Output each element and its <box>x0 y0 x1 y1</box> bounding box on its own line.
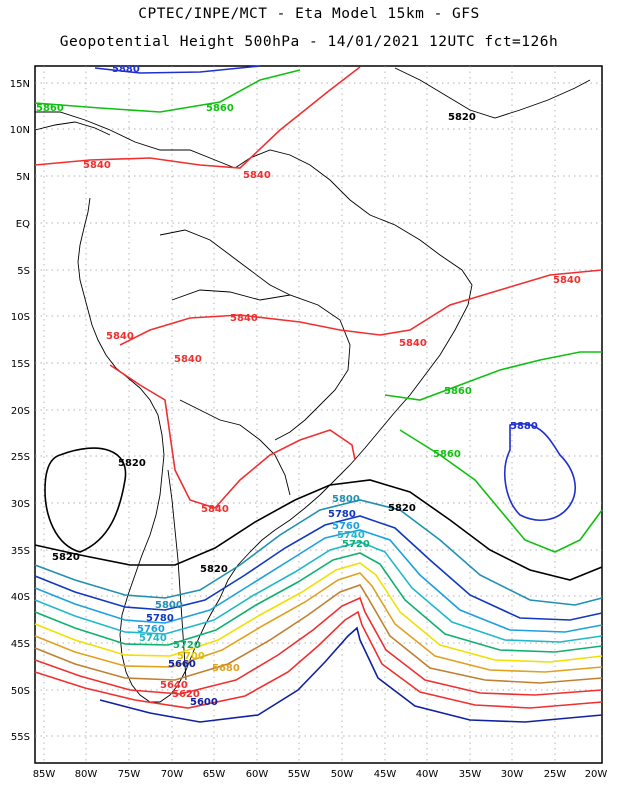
label-5820-w: 5820 <box>52 552 80 563</box>
lon-label-60w: 60W <box>246 769 269 780</box>
lat-label-10s: 10S <box>11 312 30 323</box>
label-5800-w: 5800 <box>155 600 183 611</box>
label-5660: 5660 <box>168 659 196 670</box>
contour-5880-high <box>504 422 576 521</box>
border-line-2 <box>159 229 291 296</box>
contour-5740 <box>34 541 603 643</box>
map-title-line1: CPTEC/INPE/MCT - Eta Model 15km - GFS <box>138 6 480 22</box>
label-5640: 5640 <box>160 680 188 691</box>
label-5840-mid: 5840 <box>230 313 258 324</box>
lon-label-55w: 55W <box>288 769 311 780</box>
contour-5620 <box>34 610 603 709</box>
lat-label-30s: 30S <box>11 499 30 510</box>
contour-5880-north <box>94 65 261 74</box>
label-5840-e: 5840 <box>553 275 581 286</box>
lon-label-85w: 85W <box>33 769 56 780</box>
label-5760-w: 5760 <box>137 624 165 635</box>
lat-label-5s: 5S <box>17 266 30 277</box>
lat-label-10n: 10N <box>10 125 30 136</box>
lon-label-70w: 70W <box>161 769 184 780</box>
label-5880-high: 5880 <box>510 421 538 432</box>
contour-5820 <box>34 479 603 581</box>
contour-5800 <box>34 499 603 606</box>
lat-label-5n: 5N <box>16 172 30 183</box>
contour-5840-south <box>109 364 356 509</box>
lon-label-25w: 25W <box>544 769 567 780</box>
contour-lines <box>34 65 603 723</box>
label-5820-e: 5820 <box>388 503 416 514</box>
contour-5820-low <box>44 447 127 553</box>
label-5780-w: 5780 <box>146 613 174 624</box>
label-5860-north: 5860 <box>206 103 234 114</box>
caribbean-coast <box>394 67 591 119</box>
contour-5720 <box>34 552 603 653</box>
lon-label-80w: 80W <box>75 769 98 780</box>
contour-5600 <box>99 626 603 723</box>
label-5860-east: 5860 <box>444 386 472 397</box>
contour-5700 <box>34 562 603 663</box>
label-5820-c: 5820 <box>200 564 228 575</box>
contour-5860-south <box>399 429 603 553</box>
label-5800-e: 5800 <box>332 494 360 505</box>
label-5740-e: 5740 <box>337 530 365 541</box>
label-5840-w: 5840 <box>106 331 134 342</box>
label-5840-ce: 5840 <box>399 338 427 349</box>
label-5840-nw: 5840 <box>83 160 111 171</box>
contour-5860-north <box>34 69 301 113</box>
contour-5640 <box>34 596 603 696</box>
label-5740-w: 5740 <box>139 633 167 644</box>
grid-lines <box>35 66 602 763</box>
lon-label-75w: 75W <box>118 769 141 780</box>
map-title-line2: Geopotential Height 500hPa - 14/01/2021 … <box>59 34 559 50</box>
contour-5840-north <box>34 66 361 169</box>
lon-label-65w: 65W <box>203 769 226 780</box>
lat-label-25s: 25S <box>11 452 30 463</box>
label-5840-s: 5840 <box>201 504 229 515</box>
central-america-coast <box>34 121 111 136</box>
lon-label-50w: 50W <box>331 769 354 780</box>
label-5820-ne: 5820 <box>448 112 476 123</box>
label-5860-south: 5860 <box>433 449 461 460</box>
label-5780-e: 5780 <box>328 509 356 520</box>
label-5680: 5680 <box>212 663 240 674</box>
label-5840-n: 5840 <box>243 170 271 181</box>
lat-label-50s: 50S <box>11 686 30 697</box>
lat-label-15s: 15S <box>11 359 30 370</box>
coastline-and-borders <box>34 67 591 703</box>
lon-label-40w: 40W <box>416 769 439 780</box>
contour-5840-mid <box>119 269 603 346</box>
contour-5780 <box>34 515 603 621</box>
lon-label-20w: 20W <box>585 769 608 780</box>
map-frame <box>34 65 603 764</box>
label-5820-low: 5820 <box>118 458 146 469</box>
border-line-4 <box>167 469 187 681</box>
contour-5760 <box>34 529 603 633</box>
south-america-coast <box>35 111 473 703</box>
lat-label-15n: 15N <box>10 79 30 90</box>
lon-label-30w: 30W <box>501 769 524 780</box>
lon-label-35w: 35W <box>459 769 482 780</box>
label-5840-cw: 5840 <box>174 354 202 365</box>
label-5600: 5600 <box>190 697 218 708</box>
label-5700: 5700 <box>177 651 205 662</box>
lat-label-55s: 55S <box>11 732 30 743</box>
border-line-1 <box>171 289 351 441</box>
lat-label-20s: 20S <box>11 406 30 417</box>
border-line-3 <box>179 399 291 496</box>
lat-label-40s: 40S <box>11 592 30 603</box>
label-5720-e: 5720 <box>342 539 370 550</box>
lon-label-45w: 45W <box>374 769 397 780</box>
label-5620: 5620 <box>172 689 200 700</box>
lat-label-45s: 45S <box>11 639 30 650</box>
contour-5680 <box>34 572 603 673</box>
lat-label-35s: 35S <box>11 546 30 557</box>
label-5760-e: 5760 <box>332 521 360 532</box>
label-5880-north: 5880 <box>112 64 140 75</box>
lat-label-eq: EQ <box>16 219 30 230</box>
label-5860-west: 5860 <box>36 103 64 114</box>
contour-5860-east <box>384 351 602 401</box>
contour-5660 <box>34 584 603 684</box>
label-5720-w: 5720 <box>173 640 201 651</box>
